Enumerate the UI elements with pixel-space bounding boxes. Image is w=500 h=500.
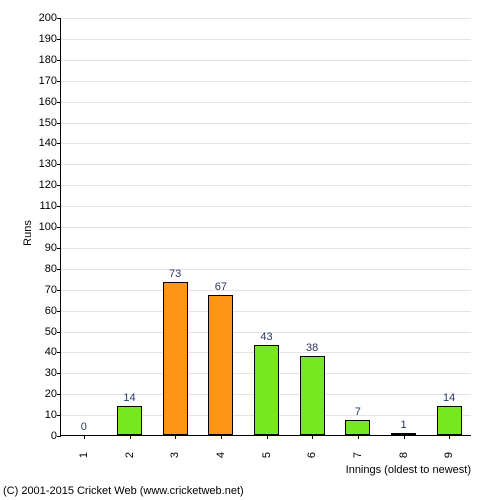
y-tick-mark <box>57 415 61 416</box>
y-tick-label: 100 <box>39 221 57 233</box>
plot-area: 0102030405060708090100110120130140150160… <box>60 18 471 436</box>
bar <box>117 406 142 435</box>
y-tick-mark <box>57 311 61 312</box>
bar-value-label: 14 <box>123 392 135 404</box>
y-tick-mark <box>57 102 61 103</box>
bar-value-label: 43 <box>260 331 272 343</box>
y-tick-mark <box>57 18 61 19</box>
x-tick-label: 1 <box>78 452 90 458</box>
y-tick-mark <box>57 436 61 437</box>
y-tick-mark <box>57 123 61 124</box>
copyright-text: (C) 2001-2015 Cricket Web (www.cricketwe… <box>3 485 244 497</box>
x-tick-mark <box>130 435 131 439</box>
y-tick-label: 170 <box>39 75 57 87</box>
y-tick-label: 0 <box>51 430 57 442</box>
y-tick-label: 90 <box>45 242 57 254</box>
x-tick-label: 2 <box>124 452 136 458</box>
grid-line <box>61 18 471 19</box>
bar-value-label: 14 <box>443 392 455 404</box>
y-tick-label: 50 <box>45 326 57 338</box>
y-tick-mark <box>57 227 61 228</box>
bar-value-label: 38 <box>306 342 318 354</box>
y-tick-mark <box>57 164 61 165</box>
y-tick-mark <box>57 332 61 333</box>
y-tick-label: 70 <box>45 284 57 296</box>
x-tick-label: 9 <box>443 452 455 458</box>
x-tick-label: 7 <box>352 452 364 458</box>
y-axis-title: Runs <box>22 220 34 246</box>
grid-line <box>61 60 471 61</box>
bar-value-label: 73 <box>169 268 181 280</box>
x-axis-title: Innings (oldest to newest) <box>346 464 471 476</box>
x-tick-label: 3 <box>169 452 181 458</box>
x-tick-label: 6 <box>306 452 318 458</box>
x-tick-mark <box>84 435 85 439</box>
y-tick-label: 130 <box>39 158 57 170</box>
y-tick-label: 160 <box>39 96 57 108</box>
bar <box>437 406 462 435</box>
y-tick-label: 180 <box>39 54 57 66</box>
grid-line <box>61 102 471 103</box>
y-tick-mark <box>57 352 61 353</box>
bar <box>208 295 233 435</box>
y-tick-mark <box>57 143 61 144</box>
y-tick-label: 10 <box>45 409 57 421</box>
x-tick-mark <box>404 435 405 439</box>
x-tick-label: 5 <box>261 452 273 458</box>
y-tick-label: 60 <box>45 305 57 317</box>
grid-line <box>61 311 471 312</box>
y-tick-mark <box>57 39 61 40</box>
y-tick-label: 30 <box>45 367 57 379</box>
grid-line <box>61 290 471 291</box>
grid-line <box>61 164 471 165</box>
x-tick-label: 4 <box>215 452 227 458</box>
y-tick-mark <box>57 394 61 395</box>
grid-line <box>61 123 471 124</box>
x-tick-mark <box>358 435 359 439</box>
y-tick-mark <box>57 290 61 291</box>
y-tick-label: 200 <box>39 12 57 24</box>
y-tick-label: 120 <box>39 179 57 191</box>
x-tick-mark <box>312 435 313 439</box>
y-tick-label: 40 <box>45 346 57 358</box>
bar <box>300 356 325 435</box>
y-tick-mark <box>57 373 61 374</box>
grid-line <box>61 206 471 207</box>
grid-line <box>61 227 471 228</box>
grid-line <box>61 269 471 270</box>
y-tick-label: 110 <box>39 200 57 212</box>
y-tick-mark <box>57 206 61 207</box>
grid-line <box>61 81 471 82</box>
grid-line <box>61 143 471 144</box>
y-tick-mark <box>57 81 61 82</box>
y-tick-label: 190 <box>39 33 57 45</box>
grid-line <box>61 185 471 186</box>
y-tick-label: 140 <box>39 137 57 149</box>
x-tick-mark <box>175 435 176 439</box>
x-tick-mark <box>267 435 268 439</box>
bar <box>163 282 188 435</box>
y-tick-label: 150 <box>39 117 57 129</box>
y-tick-mark <box>57 185 61 186</box>
bar-value-label: 1 <box>400 419 406 431</box>
x-tick-label: 8 <box>398 452 410 458</box>
y-tick-mark <box>57 60 61 61</box>
y-tick-mark <box>57 248 61 249</box>
bar <box>254 345 279 435</box>
grid-line <box>61 248 471 249</box>
grid-line <box>61 39 471 40</box>
bar-value-label: 0 <box>81 421 87 433</box>
bar-value-label: 67 <box>215 281 227 293</box>
chart-container: 0102030405060708090100110120130140150160… <box>0 0 500 500</box>
y-tick-label: 80 <box>45 263 57 275</box>
x-tick-mark <box>221 435 222 439</box>
y-tick-label: 20 <box>45 388 57 400</box>
y-tick-mark <box>57 269 61 270</box>
bar <box>345 420 370 435</box>
bar-value-label: 7 <box>355 406 361 418</box>
x-tick-mark <box>449 435 450 439</box>
